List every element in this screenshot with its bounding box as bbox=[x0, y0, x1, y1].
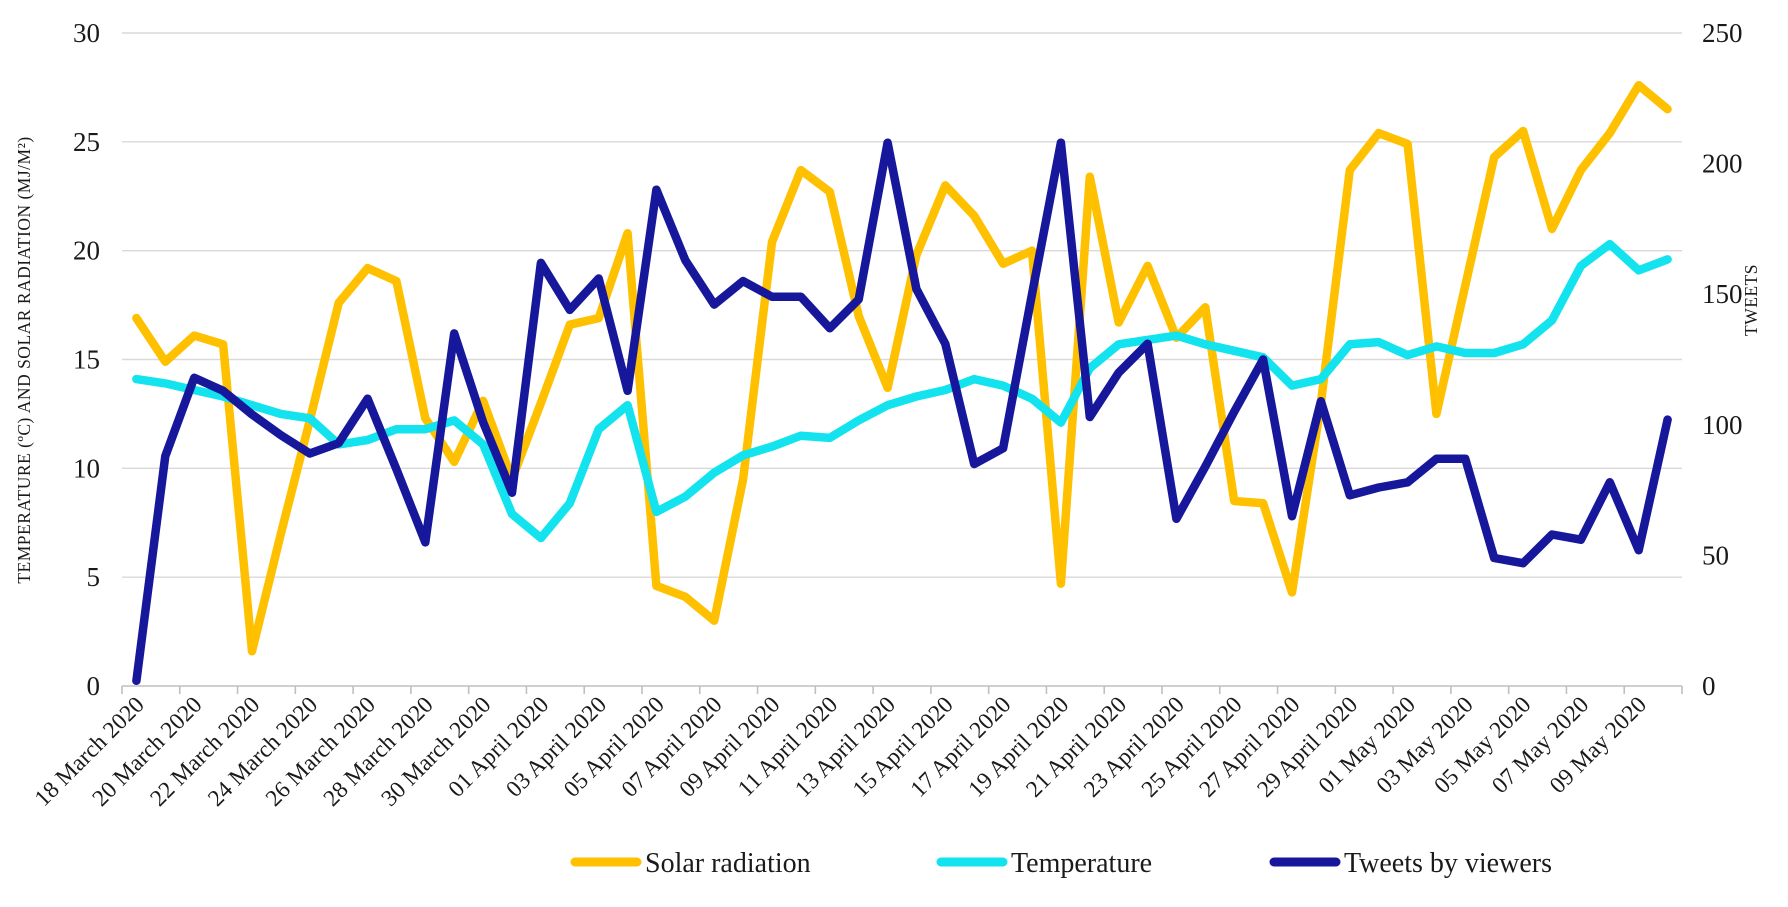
gridlines bbox=[122, 32, 1682, 578]
right-axis-tick-label: 150 bbox=[1702, 279, 1743, 309]
left-axis-tick-labels: 0 5 10 15 20 25 30 bbox=[73, 18, 100, 701]
legend-item-solar-radiation[interactable]: Solar radiation bbox=[570, 848, 811, 879]
right-axis-tick-label: 50 bbox=[1702, 540, 1729, 570]
right-axis-title: TWEETS bbox=[1741, 264, 1761, 336]
right-axis-tick-label: 0 bbox=[1702, 671, 1716, 701]
tweets-by-viewers-legend-label: Tweets by viewers bbox=[1344, 848, 1552, 879]
temperature-legend-label: Temperature bbox=[1011, 848, 1152, 879]
left-axis-tick-label: 0 bbox=[87, 671, 101, 701]
right-axis-tick-labels: 0 50 100 150 200 250 bbox=[1702, 18, 1743, 701]
left-axis-tick-label: 25 bbox=[73, 127, 100, 157]
left-axis-tick-label: 30 bbox=[73, 18, 100, 48]
left-axis-tick-label: 20 bbox=[73, 236, 100, 266]
left-axis-tick-label: 10 bbox=[73, 453, 100, 483]
tweets-by-viewers-line bbox=[132, 138, 1672, 686]
legend-item-temperature[interactable]: Temperature bbox=[936, 848, 1152, 879]
temperature-line bbox=[132, 239, 1672, 543]
legend-item-tweets-by-viewers[interactable]: Tweets by viewers bbox=[1269, 848, 1552, 879]
x-axis bbox=[121, 685, 1683, 694]
legend: Solar radiation Temperature Tweets by view… bbox=[570, 848, 1552, 879]
right-axis-tick-label: 200 bbox=[1702, 149, 1743, 179]
solar-radiation-line bbox=[132, 80, 1672, 656]
right-axis-tick-label: 250 bbox=[1702, 18, 1743, 48]
left-axis-title: TEMPERATURE (ºC) AND SOLAR RADIATION (MJ… bbox=[14, 136, 34, 583]
solar-radiation-legend-label: Solar radiation bbox=[645, 848, 811, 879]
right-axis-tick-label: 100 bbox=[1702, 410, 1743, 440]
left-axis-tick-label: 15 bbox=[73, 345, 100, 375]
left-axis-tick-label: 5 bbox=[87, 562, 101, 592]
